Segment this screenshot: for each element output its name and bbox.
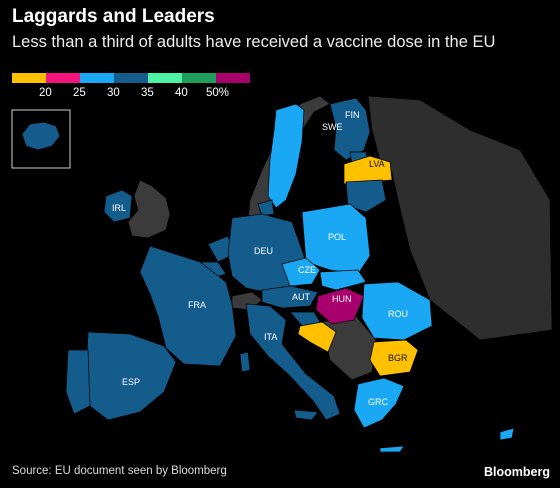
color-legend: 20 25 30 35 40 50% (12, 73, 272, 103)
country-label-grc: GRC (368, 397, 389, 407)
country-label-irl: IRL (112, 203, 126, 213)
bloomberg-logo: Bloomberg (484, 465, 550, 479)
swe-shape (267, 103, 305, 209)
cze-shape (281, 257, 321, 287)
country-label-fra: FRA (188, 300, 206, 310)
legend-swatch (148, 73, 182, 83)
fin-shape (329, 97, 371, 161)
svk-shape (319, 269, 367, 291)
legend-tick-label: 30 (107, 87, 120, 99)
esp-shape (85, 331, 177, 421)
bgr-shape (369, 339, 419, 377)
country-label-hun: HUN (332, 294, 352, 304)
legend-swatch (12, 73, 46, 83)
hrv-shape (297, 321, 337, 353)
iceland-shape (21, 121, 61, 151)
aut-shape (261, 285, 319, 309)
legend-tick-label: 40 (175, 87, 188, 99)
chart-title: Laggards and Leaders (12, 6, 215, 27)
legend-swatch (216, 73, 250, 83)
legend-swatch (80, 73, 114, 83)
dnk-shape (257, 199, 275, 217)
country-label-fin: FIN (345, 110, 360, 120)
country-label-cze: CZE (298, 265, 316, 275)
hun-shape (315, 287, 365, 325)
legend-swatch (182, 73, 216, 83)
country-label-deu: DEU (254, 246, 273, 256)
crete-shape (379, 445, 405, 453)
cyp-shape (499, 427, 515, 441)
prt-shape (65, 349, 91, 415)
legend-tick-label: 50% (206, 87, 230, 99)
country-label-ita: ITA (264, 332, 277, 342)
legend-tick-label: 20 (39, 87, 52, 99)
legend-tick-label: 35 (141, 87, 154, 99)
legend-color-bar (12, 73, 272, 83)
irl-shape (103, 189, 133, 223)
country-label-esp: ESP (122, 377, 140, 387)
ltu-shape (345, 179, 387, 213)
iceland-inset-frame (11, 109, 71, 169)
uk-shape (127, 179, 171, 239)
country-label-bgr: BGR (388, 353, 408, 363)
country-label-rou: ROU (388, 309, 408, 319)
rou-shape (361, 281, 433, 341)
ita-shape (245, 303, 341, 421)
legend-tick-label: 25 (73, 87, 86, 99)
country-label-swe: SWE (322, 122, 343, 132)
country-label-aut: AUT (292, 292, 311, 302)
chart-subtitle: Less than a third of adults have receive… (12, 33, 496, 51)
legend-swatch (46, 73, 80, 83)
country-label-lva: LVA (369, 159, 385, 169)
sicily-shape (293, 409, 319, 421)
fra-shape (139, 245, 237, 367)
source-note: Source: EU document seen by Bloomberg (12, 465, 227, 477)
grc-shape (353, 377, 405, 429)
country-label-pol: POL (328, 232, 346, 242)
sardinia-shape (239, 351, 251, 373)
lva-shape (343, 155, 393, 185)
legend-ticks: 20 25 30 35 40 50% (12, 87, 272, 103)
legend-swatch (114, 73, 148, 83)
